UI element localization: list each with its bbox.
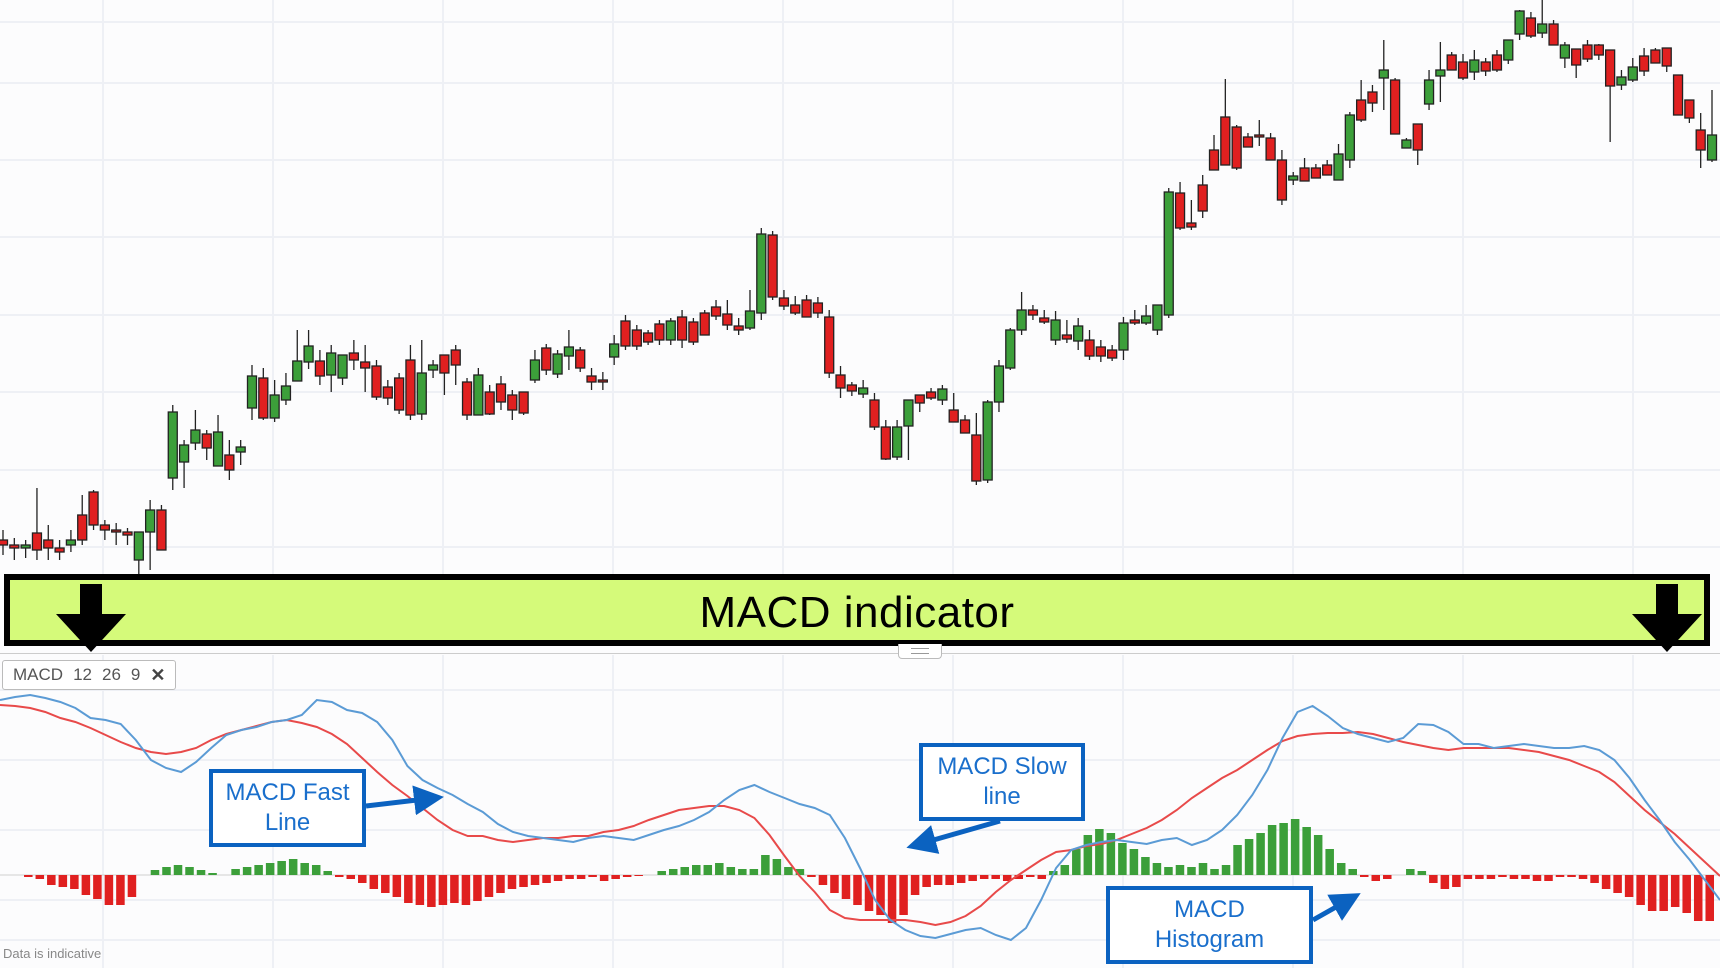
arrow-down-icon — [1632, 584, 1702, 652]
banner-title: MACD indicator — [699, 588, 1015, 637]
close-icon[interactable]: ✕ — [150, 664, 166, 685]
price-candlestick-chart — [0, 0, 1720, 575]
indicator-slow-period: 26 — [101, 665, 121, 684]
callout-histogram-text-1: MACD — [1174, 896, 1245, 923]
callout-fast-line-text-2: Line — [264, 809, 311, 836]
macd-chart — [0, 655, 1720, 968]
callout-fast-line-text-1: MACD Fast — [225, 779, 350, 806]
pane-resize-handle[interactable] — [898, 644, 942, 659]
callout-histogram-text-2: Histogram — [1154, 926, 1265, 953]
indicator-fast-period: 12 — [73, 665, 92, 684]
callout-slow-line-text-2: line — [983, 783, 1021, 810]
pane-divider[interactable] — [0, 653, 1720, 654]
macd-indicator-banner: MACD indicator — [4, 574, 1710, 652]
callout-slow-line: MACD Slow line — [919, 743, 1085, 821]
callout-fast-line: MACD Fast Line — [209, 769, 366, 847]
callout-histogram: MACD Histogram — [1106, 886, 1313, 964]
indicator-signal-period: 9 — [130, 665, 141, 684]
callout-slow-line-text-1: MACD Slow — [937, 753, 1067, 780]
arrow-down-icon — [56, 584, 126, 652]
indicator-name: MACD — [13, 665, 64, 684]
data-disclaimer: Data is indicative — [3, 946, 102, 961]
indicator-legend-chip[interactable]: MACD 12 26 9 ✕ — [2, 660, 177, 690]
